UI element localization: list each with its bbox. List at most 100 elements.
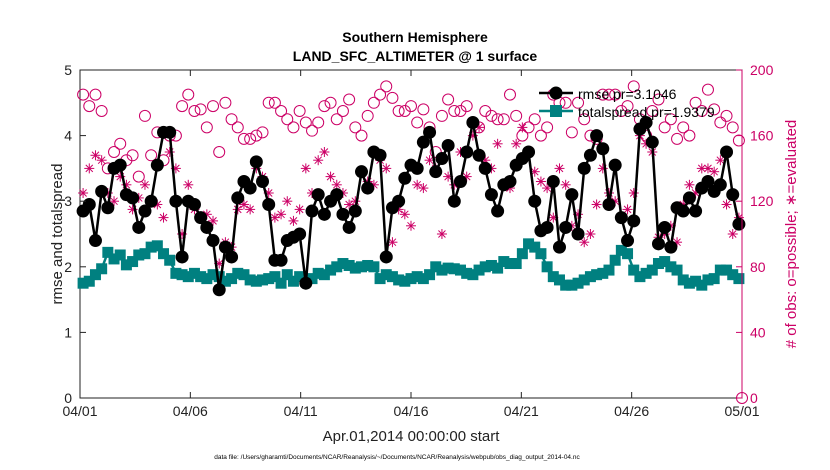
possible-obs-point: [132, 170, 145, 183]
possible-obs-point: [572, 96, 585, 109]
possible-obs-point: [108, 146, 121, 158]
possible-obs-point: [405, 100, 417, 113]
evaluated-obs-point: [331, 179, 342, 190]
legend-marker-rmse: [549, 86, 563, 100]
totalspread-point: [696, 279, 708, 291]
legend: rmse pr=3.1046 totalspread pr=1.9379: [539, 86, 715, 120]
rmse-point: [423, 125, 437, 139]
evaluated-obs-point: [591, 199, 602, 210]
possible-obs-point: [89, 88, 102, 101]
totalspread-point: [120, 259, 132, 271]
totalspread-point: [529, 241, 541, 253]
totalspread-point: [318, 269, 330, 281]
totalspread-point: [287, 275, 299, 287]
totalspread-point: [250, 275, 262, 287]
y-tick-label: 4: [64, 128, 72, 144]
evaluated-obs-point: [399, 209, 410, 220]
legend-label-rmse: rmse pr=3.1046: [578, 86, 677, 102]
rmse-point: [441, 138, 455, 152]
possible-obs-point: [683, 129, 696, 142]
totalspread-point: [281, 269, 293, 281]
possible-obs-point: [602, 88, 615, 101]
rmse-point: [726, 188, 740, 202]
rmse-point: [299, 276, 313, 290]
totalspread-point: [238, 269, 250, 281]
evaluated-obs-point: [579, 237, 590, 248]
totalspread-point: [665, 261, 677, 273]
rmse-point: [416, 135, 430, 149]
possible-obs-point: [565, 126, 578, 139]
totalspread-point: [436, 264, 448, 276]
possible-obs-point: [336, 105, 349, 117]
evaluated-obs-point: [628, 188, 639, 198]
possible-obs-point: [460, 100, 473, 113]
evaluated-obs-point: [164, 147, 175, 157]
possible-obs-point: [225, 113, 238, 126]
rmse-point: [212, 283, 226, 297]
y-tick-label: 5: [64, 62, 72, 78]
rmse-point: [274, 253, 288, 267]
y-tick-label: 2: [64, 259, 72, 275]
y2-tick-label: 120: [750, 193, 774, 209]
totalspread-point: [83, 275, 95, 287]
totalspread-point: [356, 261, 368, 273]
possible-obs-point: [343, 93, 356, 106]
evaluated-obs-point: [96, 155, 107, 166]
rmse-point: [478, 161, 492, 175]
totalspread-point: [263, 273, 275, 285]
totalspread-point: [331, 261, 343, 273]
totalspread-point: [201, 273, 213, 285]
evaluated-obs-point: [715, 155, 726, 166]
evaluated-obs-point: [84, 163, 95, 174]
totalspread-point: [603, 264, 615, 276]
possible-obs-point: [658, 121, 671, 134]
totalspread-point: [510, 258, 522, 270]
rmse-point: [522, 145, 536, 159]
totalspread-point: [393, 274, 405, 286]
x-tick-label: 05/01: [724, 403, 759, 419]
rmse-point: [639, 115, 653, 129]
possible-obs-point: [256, 126, 269, 139]
totalspread-point: [442, 262, 454, 274]
totalspread-point: [176, 269, 188, 281]
evaluated-obs-point: [511, 138, 522, 149]
possible-obs-point: [207, 100, 220, 113]
possible-obs-point: [262, 96, 275, 109]
rmse-point: [720, 145, 734, 159]
possible-obs-point: [231, 121, 244, 134]
rmse-point: [95, 184, 109, 198]
possible-obs-point: [609, 88, 622, 101]
rmse-point: [194, 211, 208, 225]
possible-obs-point: [77, 88, 90, 101]
evaluated-obs-point: [294, 204, 305, 215]
rmse-point: [429, 165, 443, 179]
rmse-point: [361, 181, 375, 195]
possible-obs-point: [541, 121, 554, 134]
possible-obs-point: [621, 100, 634, 113]
totalspread-point: [615, 244, 627, 256]
rmse-point: [82, 197, 96, 211]
evaluated-obs-point: [585, 229, 596, 239]
evaluated-obs-point: [158, 212, 169, 223]
evaluated-obs-point: [90, 150, 101, 161]
totalspread-point: [151, 240, 163, 252]
chart-subtitle: LAND_SFC_ALTIMETER @ 1 surface: [293, 48, 538, 64]
possible-obs-point: [114, 137, 127, 150]
rmse-point: [602, 197, 616, 211]
rmse-point: [689, 204, 703, 218]
evaluated-obs-point: [721, 199, 732, 210]
possible-obs-point: [275, 105, 288, 117]
totalspread-point: [244, 274, 256, 286]
evaluated-obs-point: [282, 196, 293, 207]
evaluated-obs-point: [727, 229, 738, 239]
evaluated-obs-point: [381, 163, 392, 174]
totalspread-point: [232, 267, 244, 279]
rmse-point: [101, 201, 115, 215]
possible-obs-point: [398, 105, 411, 117]
totalspread-point: [504, 258, 516, 270]
totalspread-point: [411, 271, 423, 283]
totalspread-point: [269, 271, 281, 283]
possible-obs-point: [411, 116, 424, 129]
x-axis-label: Apr.01,2014 00:00:00 start: [323, 428, 501, 445]
rmse-point: [410, 161, 424, 175]
